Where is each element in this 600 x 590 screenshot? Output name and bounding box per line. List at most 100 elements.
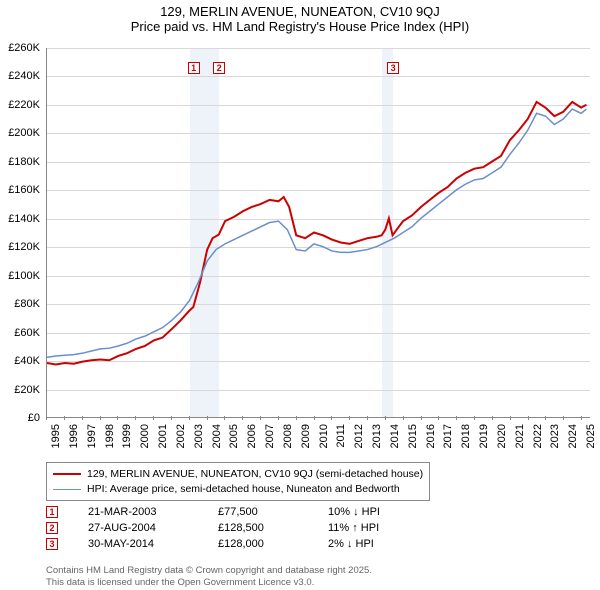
chart-container: 129, MERLIN AVENUE, NUNEATON, CV10 9QJ P…	[0, 0, 600, 590]
transaction-marker: 1	[46, 506, 58, 518]
plot-area: 1 2 3	[46, 48, 590, 418]
x-tick	[242, 416, 243, 420]
legend-label: HPI: Average price, semi-detached house,…	[87, 482, 400, 497]
legend-swatch	[53, 489, 81, 490]
chart-marker: 3	[387, 62, 399, 74]
x-tick-label: 2010	[318, 424, 330, 448]
x-tick-label: 2014	[389, 424, 401, 448]
x-tick	[117, 416, 118, 420]
y-tick-label: £200K	[8, 127, 40, 139]
transaction-price: £77,500	[218, 506, 298, 518]
x-tick-label: 2004	[211, 424, 223, 448]
transaction-marker: 2	[46, 522, 58, 534]
transaction-delta: 2% ↓ HPI	[328, 538, 374, 550]
x-tick-label: 2019	[478, 424, 490, 448]
x-tick-label: 2017	[442, 424, 454, 448]
x-tick-label: 2018	[460, 424, 472, 448]
x-tick	[153, 416, 154, 420]
x-tick	[135, 416, 136, 420]
x-tick	[278, 416, 279, 420]
x-tick-label: 2006	[246, 424, 258, 448]
x-tick	[563, 416, 564, 420]
x-tick-label: 2003	[193, 424, 205, 448]
y-tick-label: £80K	[14, 298, 40, 310]
legend: 129, MERLIN AVENUE, NUNEATON, CV10 9QJ (…	[46, 462, 430, 501]
x-tick-label: 2000	[139, 424, 151, 448]
x-tick	[296, 416, 297, 420]
x-tick	[82, 416, 83, 420]
x-tick	[367, 416, 368, 420]
footer-line-2: This data is licensed under the Open Gov…	[46, 577, 372, 588]
y-tick-label: £40K	[14, 355, 40, 367]
chart-marker: 1	[188, 62, 200, 74]
x-tick-label: 2015	[407, 424, 419, 448]
x-tick	[403, 416, 404, 420]
footer-line-1: Contains HM Land Registry data © Crown c…	[46, 565, 372, 576]
x-tick-label: 1999	[121, 424, 133, 448]
x-tick-label: 2007	[264, 424, 276, 448]
x-tick	[260, 416, 261, 420]
x-tick-label: 2024	[567, 424, 579, 448]
x-tick-label: 2020	[496, 424, 508, 448]
x-tick	[421, 416, 422, 420]
x-tick	[207, 416, 208, 420]
x-tick	[224, 416, 225, 420]
x-tick-label: 2008	[282, 424, 294, 448]
x-tick-label: 2021	[514, 424, 526, 448]
x-tick	[385, 416, 386, 420]
x-tick	[100, 416, 101, 420]
x-tick-label: 2016	[425, 424, 437, 448]
x-tick	[314, 416, 315, 420]
x-tick-label: 2005	[228, 424, 240, 448]
legend-item: 129, MERLIN AVENUE, NUNEATON, CV10 9QJ (…	[53, 467, 423, 482]
x-tick	[492, 416, 493, 420]
x-tick-label: 1996	[68, 424, 80, 448]
transaction-delta: 10% ↓ HPI	[328, 506, 380, 518]
footer-attribution: Contains HM Land Registry data © Crown c…	[46, 565, 372, 588]
y-tick-label: £180K	[8, 156, 40, 168]
x-tick-label: 1997	[86, 424, 98, 448]
x-tick-label: 2025	[585, 424, 597, 448]
series-price_paid	[47, 102, 586, 364]
x-tick	[171, 416, 172, 420]
x-tick	[510, 416, 511, 420]
x-tick	[64, 416, 65, 420]
transaction-date: 27-AUG-2004	[88, 522, 188, 534]
x-tick-label: 2001	[157, 424, 169, 448]
x-tick	[456, 416, 457, 420]
transaction-price: £128,500	[218, 522, 298, 534]
y-tick-label: £60K	[14, 327, 40, 339]
y-axis-labels: £0£20K£40K£60K£80K£100K£120K£140K£160K£1…	[0, 48, 44, 418]
x-tick-label: 2012	[353, 424, 365, 448]
x-tick	[581, 416, 582, 420]
chart-subtitle: Price paid vs. HM Land Registry's House …	[0, 19, 600, 38]
plot: 1 2 3	[46, 48, 590, 418]
y-tick-label: £260K	[8, 42, 40, 54]
legend-swatch	[53, 473, 81, 475]
legend-item: HPI: Average price, semi-detached house,…	[53, 482, 423, 497]
legend-label: 129, MERLIN AVENUE, NUNEATON, CV10 9QJ (…	[87, 467, 423, 482]
x-tick-label: 2002	[175, 424, 187, 448]
y-tick-label: £100K	[8, 270, 40, 282]
x-tick	[189, 416, 190, 420]
transaction-row: 330-MAY-2014£128,0002% ↓ HPI	[46, 536, 380, 552]
x-tick	[474, 416, 475, 420]
x-tick-label: 1998	[104, 424, 116, 448]
y-tick-label: £0	[28, 412, 40, 424]
x-tick-label: 2022	[532, 424, 544, 448]
transactions-table: 1 21-MAR-2003 £77,500 10% ↓ HPI 2 27-AUG-2004…	[46, 504, 380, 552]
y-tick-label: £160K	[8, 184, 40, 196]
transaction-row: 2 27-AUG-2004 £128,500 11% ↑ HPI	[46, 520, 380, 536]
y-tick-label: £120K	[8, 241, 40, 253]
x-tick	[438, 416, 439, 420]
x-tick-label: 2009	[300, 424, 312, 448]
chart-marker: 2	[213, 62, 225, 74]
transaction-marker: 3	[46, 538, 58, 550]
x-tick-label: 2013	[371, 424, 383, 448]
transaction-date: 30-MAY-2014	[88, 538, 188, 550]
x-tick	[46, 416, 47, 420]
transaction-delta: 11% ↑ HPI	[328, 522, 379, 534]
transaction-date: 21-MAR-2003	[88, 506, 188, 518]
x-tick-label: 1995	[50, 424, 62, 448]
transaction-row: 1 21-MAR-2003 £77,500 10% ↓ HPI	[46, 504, 380, 520]
